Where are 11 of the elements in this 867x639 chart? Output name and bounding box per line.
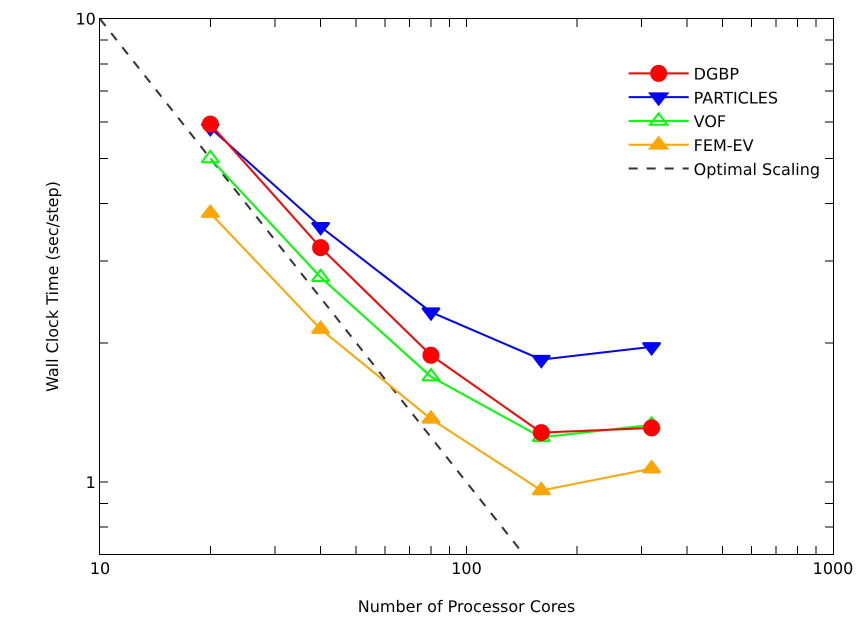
legend-label: FEM-EV	[694, 136, 754, 155]
legend-label: PARTICLES	[694, 88, 778, 108]
y-axis-title: Wall Clock Time (sec/step)	[43, 181, 62, 392]
y-tick-label: 1	[86, 472, 96, 492]
x-tick-label: 10	[90, 559, 110, 578]
x-tick-label: 1000	[812, 559, 854, 578]
legend-label: VOF	[694, 112, 726, 132]
legend-label: DGBP	[694, 64, 740, 84]
x-tick-label: 100	[451, 559, 482, 578]
legend-label: Optimal Scaling	[694, 160, 820, 179]
x-axis-title: Number of Processor Cores	[358, 597, 576, 616]
